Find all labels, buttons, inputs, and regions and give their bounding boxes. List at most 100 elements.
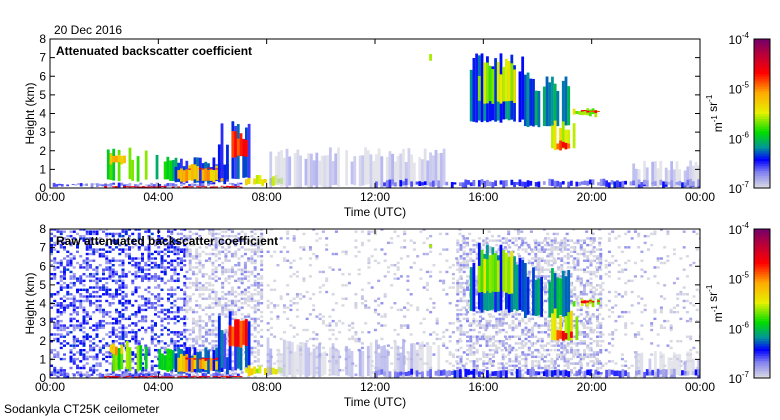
noise-pixel [468,324,472,327]
noise-pixel [607,270,611,274]
noise-pixel [221,261,225,265]
backscatter-cell [223,186,227,188]
noise-pixel [69,331,73,334]
noise-pixel [659,257,663,260]
noise-pixel [351,322,355,325]
noise-pixel [474,277,478,280]
noise-pixel [163,252,167,256]
noise-pixel [170,317,174,321]
noise-pixel [124,243,128,247]
noise-pixel [157,284,161,287]
noise-pixel [59,243,63,247]
noise-pixel [516,232,520,236]
noise-pixel [134,270,138,274]
noise-pixel [154,272,157,276]
backscatter-cell [93,183,97,185]
noise-pixel [399,326,403,329]
noise-pixel [656,344,660,347]
noise-pixel [163,281,167,285]
noise-pixel [118,259,122,262]
backscatter-cell [366,150,370,185]
noise-pixel [69,348,73,352]
noise-pixel [111,275,115,278]
backscatter-cell [188,168,191,170]
noise-pixel [144,317,148,321]
noise-pixel [234,302,238,305]
noise-pixel [633,375,637,378]
noise-pixel [456,259,460,262]
noise-pixel [669,308,673,312]
noise-pixel [537,266,541,269]
noise-pixel [53,304,57,307]
noise-pixel [204,331,208,334]
noise-pixel [596,261,599,265]
noise-pixel [92,310,96,314]
noise-pixel [121,308,125,312]
noise-pixel [243,293,247,296]
noise-pixel [72,324,76,327]
noise-pixel [147,257,151,260]
noise-pixel [160,241,164,245]
backscatter-cell [223,164,227,185]
noise-pixel [409,333,413,336]
noise-pixel [66,268,70,271]
noise-pixel [176,286,180,289]
noise-pixel [557,322,560,325]
noise-pixel [534,255,538,258]
noise-pixel [105,268,109,271]
noise-pixel [170,261,174,265]
noise-pixel [53,241,57,245]
noise-pixel [529,313,533,316]
noise-pixel [589,277,593,280]
noise-pixel [79,366,83,370]
noise-pixel [183,239,187,242]
noise-pixel [412,261,416,265]
noise-pixel [459,246,463,249]
noise-pixel [295,270,299,274]
noise-pixel [221,270,225,274]
noise-pixel [592,353,596,356]
noise-pixel [208,297,212,300]
noise-pixel [633,335,637,338]
noise-pixel [98,310,102,314]
noise-pixel [128,261,131,265]
noise-pixel [195,288,199,291]
noise-pixel [583,290,586,294]
noise-pixel [546,232,550,236]
backscatter-cell [180,376,183,378]
noise-pixel [524,357,528,361]
backscatter-cell [518,179,522,187]
noise-pixel [475,293,479,296]
noise-pixel [121,275,125,278]
noise-pixel [230,229,234,231]
noise-pixel [63,248,66,251]
noise-pixel [260,335,264,338]
backscatter-cell [537,181,541,188]
noise-pixel [170,259,174,262]
noise-pixel [124,308,128,312]
noise-pixel [562,355,566,359]
noise-pixel [531,364,534,367]
noise-pixel [105,281,109,285]
noise-pixel [534,355,538,359]
noise-pixel [607,342,611,345]
backscatter-cell [106,149,110,180]
noise-pixel [679,257,683,260]
noise-pixel [471,344,475,347]
noise-pixel [234,250,238,254]
noise-pixel [176,241,180,245]
noise-pixel [459,346,463,350]
noise-pixel [585,230,589,233]
noise-pixel [550,357,554,361]
noise-pixel [583,351,586,354]
colorbar-cell [754,128,770,132]
noise-pixel [180,250,183,254]
noise-pixel [260,277,264,280]
noise-pixel [89,369,92,372]
noise-pixel [529,279,533,283]
noise-pixel [131,375,135,378]
noise-pixel [137,310,141,314]
noise-pixel [76,371,79,374]
noise-pixel [124,335,128,338]
